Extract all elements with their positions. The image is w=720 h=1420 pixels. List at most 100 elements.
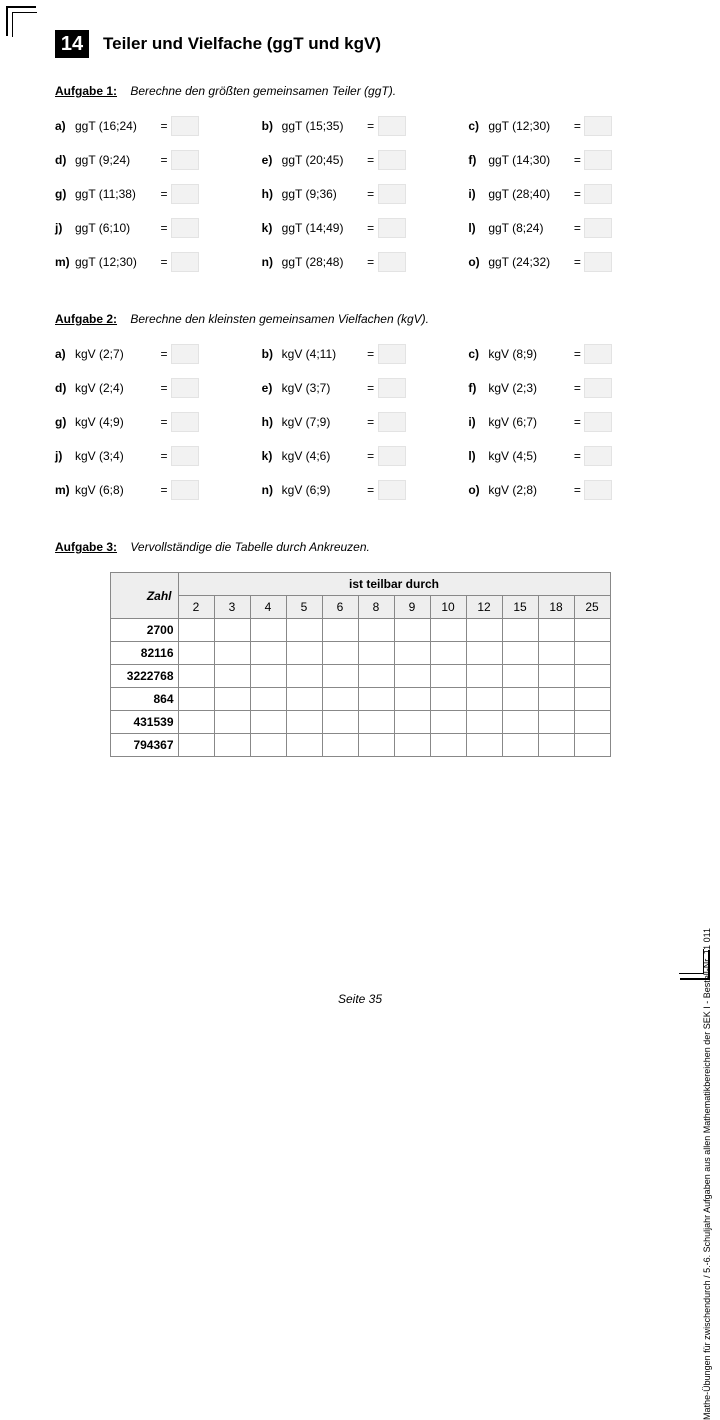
check-cell[interactable] — [574, 665, 610, 688]
check-cell[interactable] — [358, 642, 394, 665]
check-cell[interactable] — [502, 619, 538, 642]
answer-box[interactable] — [378, 116, 406, 136]
check-cell[interactable] — [250, 619, 286, 642]
check-cell[interactable] — [430, 734, 466, 757]
answer-box[interactable] — [171, 446, 199, 466]
check-cell[interactable] — [214, 734, 250, 757]
check-cell[interactable] — [178, 711, 214, 734]
check-cell[interactable] — [286, 734, 322, 757]
answer-box[interactable] — [171, 412, 199, 432]
check-cell[interactable] — [214, 642, 250, 665]
check-cell[interactable] — [322, 665, 358, 688]
check-cell[interactable] — [178, 619, 214, 642]
answer-box[interactable] — [378, 378, 406, 398]
answer-box[interactable] — [378, 480, 406, 500]
check-cell[interactable] — [538, 665, 574, 688]
check-cell[interactable] — [250, 734, 286, 757]
check-cell[interactable] — [286, 688, 322, 711]
check-cell[interactable] — [178, 642, 214, 665]
check-cell[interactable] — [286, 642, 322, 665]
check-cell[interactable] — [574, 642, 610, 665]
answer-box[interactable] — [584, 412, 612, 432]
answer-box[interactable] — [378, 412, 406, 432]
check-cell[interactable] — [574, 688, 610, 711]
check-cell[interactable] — [394, 734, 430, 757]
check-cell[interactable] — [286, 619, 322, 642]
check-cell[interactable] — [466, 665, 502, 688]
check-cell[interactable] — [394, 665, 430, 688]
check-cell[interactable] — [214, 688, 250, 711]
check-cell[interactable] — [394, 619, 430, 642]
answer-box[interactable] — [584, 116, 612, 136]
check-cell[interactable] — [214, 619, 250, 642]
check-cell[interactable] — [178, 665, 214, 688]
check-cell[interactable] — [394, 688, 430, 711]
answer-box[interactable] — [378, 344, 406, 364]
answer-box[interactable] — [584, 378, 612, 398]
check-cell[interactable] — [466, 734, 502, 757]
check-cell[interactable] — [286, 665, 322, 688]
check-cell[interactable] — [250, 711, 286, 734]
answer-box[interactable] — [584, 218, 612, 238]
answer-box[interactable] — [584, 184, 612, 204]
check-cell[interactable] — [394, 711, 430, 734]
answer-box[interactable] — [171, 150, 199, 170]
check-cell[interactable] — [466, 688, 502, 711]
check-cell[interactable] — [322, 642, 358, 665]
check-cell[interactable] — [358, 711, 394, 734]
check-cell[interactable] — [358, 619, 394, 642]
answer-box[interactable] — [584, 344, 612, 364]
answer-box[interactable] — [171, 184, 199, 204]
check-cell[interactable] — [430, 642, 466, 665]
check-cell[interactable] — [466, 711, 502, 734]
check-cell[interactable] — [574, 711, 610, 734]
answer-box[interactable] — [378, 150, 406, 170]
check-cell[interactable] — [538, 642, 574, 665]
check-cell[interactable] — [430, 665, 466, 688]
check-cell[interactable] — [538, 734, 574, 757]
answer-box[interactable] — [378, 184, 406, 204]
check-cell[interactable] — [178, 688, 214, 711]
check-cell[interactable] — [502, 642, 538, 665]
check-cell[interactable] — [466, 619, 502, 642]
check-cell[interactable] — [322, 711, 358, 734]
answer-box[interactable] — [171, 378, 199, 398]
answer-box[interactable] — [171, 480, 199, 500]
check-cell[interactable] — [322, 688, 358, 711]
check-cell[interactable] — [538, 688, 574, 711]
check-cell[interactable] — [430, 619, 466, 642]
check-cell[interactable] — [250, 642, 286, 665]
check-cell[interactable] — [502, 665, 538, 688]
check-cell[interactable] — [358, 688, 394, 711]
answer-box[interactable] — [378, 446, 406, 466]
answer-box[interactable] — [584, 150, 612, 170]
check-cell[interactable] — [214, 665, 250, 688]
answer-box[interactable] — [171, 344, 199, 364]
answer-box[interactable] — [171, 116, 199, 136]
answer-box[interactable] — [378, 218, 406, 238]
answer-box[interactable] — [171, 252, 199, 272]
check-cell[interactable] — [250, 688, 286, 711]
check-cell[interactable] — [502, 711, 538, 734]
check-cell[interactable] — [574, 734, 610, 757]
answer-box[interactable] — [584, 252, 612, 272]
check-cell[interactable] — [430, 688, 466, 711]
check-cell[interactable] — [538, 711, 574, 734]
check-cell[interactable] — [358, 734, 394, 757]
check-cell[interactable] — [358, 665, 394, 688]
check-cell[interactable] — [502, 734, 538, 757]
answer-box[interactable] — [378, 252, 406, 272]
check-cell[interactable] — [430, 711, 466, 734]
answer-box[interactable] — [171, 218, 199, 238]
check-cell[interactable] — [394, 642, 430, 665]
check-cell[interactable] — [178, 734, 214, 757]
answer-box[interactable] — [584, 480, 612, 500]
check-cell[interactable] — [214, 711, 250, 734]
check-cell[interactable] — [502, 688, 538, 711]
check-cell[interactable] — [466, 642, 502, 665]
check-cell[interactable] — [322, 619, 358, 642]
answer-box[interactable] — [584, 446, 612, 466]
check-cell[interactable] — [538, 619, 574, 642]
check-cell[interactable] — [574, 619, 610, 642]
check-cell[interactable] — [250, 665, 286, 688]
